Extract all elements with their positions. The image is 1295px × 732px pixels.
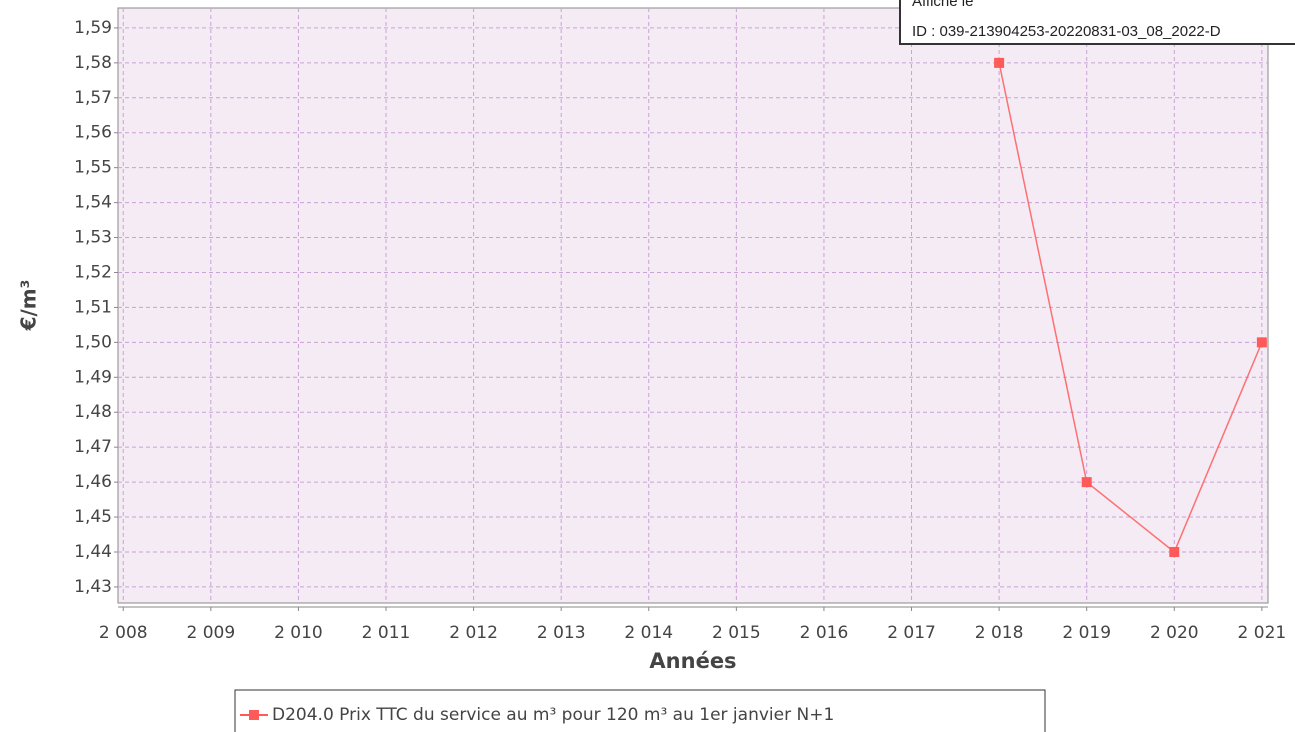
x-tick-label: 2 018 (975, 623, 1024, 643)
legend: D204.0 Prix TTC du service au m³ pour 12… (234, 689, 1046, 732)
y-tick-label: 1,44 (74, 542, 112, 562)
x-tick-label: 2 009 (187, 623, 236, 643)
point (1169, 546, 1180, 557)
stamp-box (899, 0, 1295, 45)
point (994, 57, 1005, 68)
y-tick-label: 1,45 (74, 507, 112, 527)
x-tick-label: 2 019 (1062, 623, 1111, 643)
x-tick-label: 2 017 (887, 623, 936, 643)
point (1256, 337, 1267, 348)
x-tick-label: 2 012 (449, 623, 498, 643)
x-tick-label: 2 021 (1238, 623, 1287, 643)
x-tick-label: 2 020 (1150, 623, 1199, 643)
x-axis-title: Années (649, 649, 736, 673)
y-tick-label: 1,47 (74, 437, 112, 457)
plot-area (117, 7, 1269, 604)
y-tick-label: 1,50 (74, 332, 112, 352)
y-tick-label: 1,48 (74, 402, 112, 422)
y-tick-label: 1,43 (74, 577, 112, 597)
series-line (998, 62, 1263, 554)
stamp-line: Affiché le (912, 0, 973, 10)
y-tick-label: 1,55 (74, 158, 112, 178)
y-tick-label: 1,51 (74, 297, 112, 317)
x-tick-label: 2 010 (274, 623, 323, 643)
stamp: Affiché le ID : 039-213904253-20220831-0… (899, 0, 1295, 45)
y-tick-label: 1,58 (74, 53, 112, 73)
legend-marker (249, 710, 259, 720)
y-axis-title: €/m³ (17, 280, 41, 332)
x-tick-label: 2 014 (624, 623, 673, 643)
x-tick-label: 2 011 (362, 623, 411, 643)
x-tick-label: 2 016 (800, 623, 849, 643)
legend-box (234, 689, 1046, 732)
y-tick-label: 1,59 (74, 18, 112, 38)
x-tick-label: 2 008 (99, 623, 148, 643)
legend-label: D204.0 Prix TTC du service au m³ pour 12… (272, 705, 834, 725)
y-tick-label: 1,54 (74, 193, 112, 213)
x-tick-label: 2 015 (712, 623, 761, 643)
point (1081, 477, 1092, 488)
stamp-line: ID : 039-213904253-20220831-03_08_2022-D (912, 23, 1221, 40)
y-tick-label: 1,52 (74, 262, 112, 282)
y-tick-label: 1,53 (74, 228, 112, 248)
y-tick-label: 1,49 (74, 367, 112, 387)
y-tick-label: 1,56 (74, 123, 112, 143)
y-tick-label: 1,46 (74, 472, 112, 492)
x-tick-label: 2 013 (537, 623, 586, 643)
y-tick-label: 1,57 (74, 88, 112, 108)
